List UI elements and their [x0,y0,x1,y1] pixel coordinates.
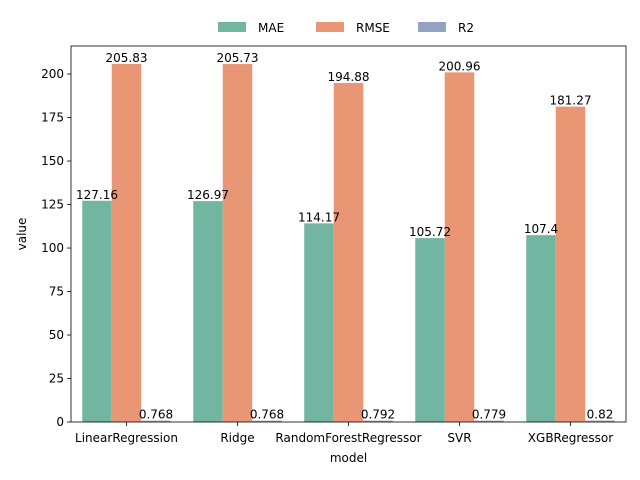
legend-swatch-rmse [316,22,344,32]
bar-value-label: 181.27 [550,94,592,108]
bar-mae-linearregression [82,200,112,422]
bar-labels-layer: 127.16 126.97 114.17 105.72 107.4 205.83 205.7… [76,51,613,422]
bar-value-label: 126.97 [187,188,229,202]
y-tick-label: 175 [41,111,64,125]
y-axis: 0 25 50 75 100 125 150 175 200 [41,67,71,429]
bar-value-label: 0.779 [472,408,506,422]
bar-value-label: 205.83 [106,51,148,65]
bars-layer [82,63,615,423]
bar-mae-xgbregressor [526,235,556,422]
bar-r2-ridge [252,420,282,422]
bar-value-label: 194.88 [328,70,370,84]
legend-swatch-r2 [418,22,446,32]
x-tick-label: RandomForestRegressor [275,431,421,445]
y-axis-label: value [15,218,29,251]
bar-value-label: 0.768 [139,408,173,422]
y-tick-label: 0 [56,415,64,429]
plot-frame [70,45,627,423]
x-tick-label: SVR [447,431,471,445]
y-tick-label: 150 [41,154,64,168]
bar-rmse-xgbregressor [555,106,586,422]
legend: MAE RMSE R2 [218,21,474,35]
bar-r2-randomforestregressor [363,420,393,422]
y-tick-label: 50 [49,328,64,342]
y-tick-label: 100 [41,241,64,255]
bar-mae-ridge [193,201,223,422]
y-tick-label: 125 [41,198,64,212]
y-tick-label: 25 [49,372,64,386]
bar-mae-randomforestregressor [304,223,334,422]
bar-value-label: 0.768 [250,408,284,422]
legend-label-rmse: RMSE [356,21,390,35]
x-axis-label: model [330,451,367,465]
x-tick-label: Ridge [220,431,254,445]
bar-value-label: 205.73 [217,51,259,65]
y-tick-label: 200 [41,67,64,81]
legend-swatch-mae [218,22,246,32]
bar-r2-xgbregressor [585,420,615,422]
bar-rmse-ridge [222,64,253,422]
bar-r2-svr [474,420,504,422]
bar-value-label: 127.16 [76,188,118,202]
bar-value-label: 107.4 [524,222,558,236]
bar-r2-linearregression [141,420,171,422]
bar-value-label: 114.17 [298,210,340,224]
bar-value-label: 0.792 [361,408,395,422]
bar-value-label: 105.72 [409,225,451,239]
x-tick-label: XGBRegressor [528,431,613,445]
bar-rmse-randomforestregressor [333,82,364,422]
bar-rmse-linearregression [111,63,142,422]
legend-label-r2: R2 [458,21,474,35]
bar-mae-svr [415,238,445,422]
x-tick-label: LinearRegression [75,431,178,445]
bar-value-label: 0.82 [587,408,614,422]
x-axis: LinearRegression Ridge RandomForestRegress… [75,422,613,445]
bar-value-label: 200.96 [439,59,481,73]
bar-rmse-svr [444,72,475,423]
y-tick-label: 75 [49,285,64,299]
legend-label-mae: MAE [258,21,284,35]
